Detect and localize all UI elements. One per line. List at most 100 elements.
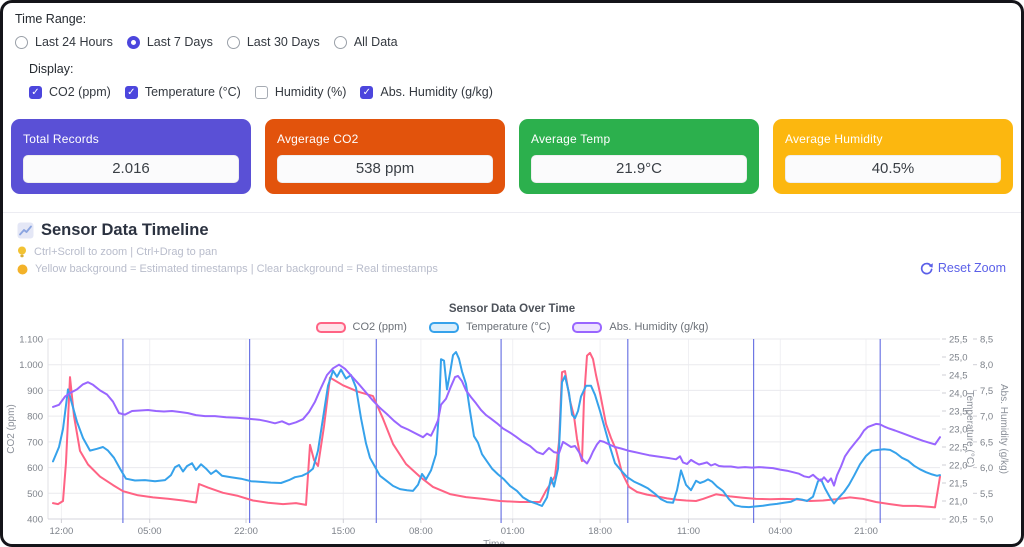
svg-text:12:00: 12:00 [50, 526, 74, 537]
radio-label: Last 24 Hours [35, 35, 113, 49]
svg-text:700: 700 [27, 437, 43, 448]
svg-text:Temperature (°C): Temperature (°C) [964, 391, 975, 468]
timeline-section: Sensor Data Timeline Ctrl+Scroll to zoom… [3, 212, 1021, 544]
svg-text:Abs. Humidity (g/kg): Abs. Humidity (g/kg) [998, 384, 1009, 474]
chart-icon [17, 222, 34, 239]
controls-panel: Time Range: Last 24 Hours Last 7 Days Last… [15, 12, 1009, 112]
time-range-option-last-30-days[interactable]: Last 30 Days [226, 35, 320, 49]
radio-icon[interactable] [126, 35, 140, 49]
svg-text:08:00: 08:00 [409, 526, 433, 537]
radio-icon[interactable] [15, 35, 28, 49]
svg-text:22,5: 22,5 [949, 443, 968, 454]
stat-label: Total Records [23, 132, 99, 146]
svg-text:8,5: 8,5 [980, 335, 993, 346]
stat-value: 21.9°C [531, 155, 747, 183]
svg-text:1.100: 1.100 [19, 335, 43, 346]
legend-label: CO2 (ppm) [352, 321, 407, 333]
checkbox-icon[interactable]: ✓ [360, 85, 374, 99]
svg-text:600: 600 [27, 463, 43, 474]
svg-text:22:00: 22:00 [234, 526, 258, 537]
svg-text:1.000: 1.000 [19, 360, 43, 371]
stat-value: 40.5% [785, 155, 1001, 183]
radio-label: Last 30 Days [246, 35, 320, 49]
checkbox-icon[interactable]: ✓ [29, 85, 42, 99]
reset-zoom-label: Reset Zoom [937, 261, 1006, 275]
display-option-co2-ppm[interactable]: ✓ CO2 (ppm) [29, 85, 111, 99]
svg-text:04:00: 04:00 [768, 526, 792, 537]
zoom-hint-text: Ctrl+Scroll to zoom | Ctrl+Drag to pan [34, 246, 218, 258]
timeline-title: Sensor Data Timeline [41, 221, 209, 239]
svg-text:05:00: 05:00 [138, 526, 162, 537]
radio-label: Last 7 Days [146, 35, 213, 49]
svg-text:23,5: 23,5 [949, 407, 968, 418]
legend-item-abs-humidity-g-kg[interactable]: Abs. Humidity (g/kg) [572, 321, 708, 333]
checkbox-icon[interactable] [254, 85, 268, 99]
svg-text:25,0: 25,0 [949, 353, 968, 364]
svg-text:7,5: 7,5 [980, 386, 993, 397]
display-options: ✓ CO2 (ppm) ✓ Temperature (°C) Humidity (%) ✓… [29, 85, 1009, 99]
checkbox-label: Temperature (°C) [144, 85, 241, 99]
svg-text:Time: Time [483, 539, 505, 547]
svg-text:24,0: 24,0 [949, 389, 968, 400]
background-hint-text: Yellow background = Estimated timestamps… [35, 263, 438, 275]
svg-text:18:00: 18:00 [588, 526, 612, 537]
timeline-header: Sensor Data Timeline [17, 221, 209, 240]
stat-label: Average Temp [531, 132, 611, 146]
background-hint: Yellow background = Estimated timestamps… [17, 263, 438, 275]
radio-icon[interactable] [226, 35, 240, 49]
checkbox-icon[interactable]: ✓ [124, 85, 138, 99]
svg-text:5,5: 5,5 [980, 489, 993, 500]
svg-text:800: 800 [27, 412, 43, 423]
legend-swatch [315, 321, 346, 333]
svg-text:21,5: 21,5 [949, 479, 968, 490]
radio-icon[interactable] [333, 35, 347, 49]
zoom-hint: Ctrl+Scroll to zoom | Ctrl+Drag to pan [17, 246, 217, 258]
radio-label: All Data [353, 35, 398, 49]
display-option-temperature-c[interactable]: ✓ Temperature (°C) [124, 85, 241, 99]
stat-value: 2.016 [23, 155, 239, 183]
legend-item-temperature-c[interactable]: Temperature (°C) [428, 321, 551, 333]
svg-text:22,0: 22,0 [949, 461, 968, 472]
checkbox-label: Abs. Humidity (g/kg) [380, 85, 493, 99]
time-range-option-all-data[interactable]: All Data [333, 35, 398, 49]
svg-text:01:00: 01:00 [501, 526, 525, 537]
stat-card-total-records: Total Records 2.016 [11, 119, 251, 194]
legend-label: Temperature (°C) [465, 321, 551, 333]
stat-card-average-temp: Average Temp 21.9°C [519, 119, 759, 194]
checkbox-label: CO2 (ppm) [49, 85, 111, 99]
stat-card-avgerage-co2: Avgerage CO2 538 ppm [265, 119, 505, 194]
svg-text:8,0: 8,0 [980, 360, 993, 371]
display-option-humidity[interactable]: Humidity (%) [254, 85, 347, 99]
yellow-circle-icon [17, 264, 28, 275]
svg-text:900: 900 [27, 386, 43, 397]
chart-title: Sensor Data Over Time [448, 303, 576, 315]
chart-legend: CO2 (ppm) Temperature (°C) Abs. Humidity (… [3, 321, 1021, 333]
svg-text:5,0: 5,0 [980, 515, 993, 526]
legend-item-co2-ppm[interactable]: CO2 (ppm) [315, 321, 407, 333]
svg-text:20,5: 20,5 [949, 515, 968, 526]
checkbox-label: Humidity (%) [274, 85, 347, 99]
lightbulb-icon [17, 246, 27, 258]
reset-zoom-button[interactable]: Reset Zoom [920, 261, 1006, 275]
svg-text:6,5: 6,5 [980, 437, 993, 448]
time-range-options: Last 24 Hours Last 7 Days Last 30 Days All … [15, 35, 1009, 49]
time-range-option-last-7-days[interactable]: Last 7 Days [126, 35, 213, 49]
refresh-icon [920, 262, 933, 274]
svg-text:24,5: 24,5 [949, 371, 968, 382]
svg-text:11:00: 11:00 [677, 526, 700, 537]
svg-text:25,5: 25,5 [949, 335, 968, 346]
timeline-chart[interactable]: 1.100 1.000 900 800 700 600 500 400 25,5 25,0 24,5… [3, 334, 1021, 547]
stat-card-average-humidity: Average Humidity 40.5% [773, 119, 1013, 194]
svg-text:15:00: 15:00 [331, 526, 355, 537]
legend-swatch [572, 321, 603, 333]
stat-cards: Total Records 2.016 Avgerage CO2 538 ppm Ave… [11, 119, 1013, 194]
svg-text:400: 400 [27, 515, 43, 526]
stat-value: 538 ppm [277, 155, 493, 183]
display-option-abs-humidity-g-kg[interactable]: ✓ Abs. Humidity (g/kg) [360, 85, 493, 99]
time-range-label: Time Range: [15, 12, 87, 26]
display-label: Display: [29, 62, 74, 76]
svg-text:23,0: 23,0 [949, 425, 968, 436]
time-range-option-last-24-hours[interactable]: Last 24 Hours [15, 35, 113, 49]
svg-text:21,0: 21,0 [949, 497, 968, 508]
